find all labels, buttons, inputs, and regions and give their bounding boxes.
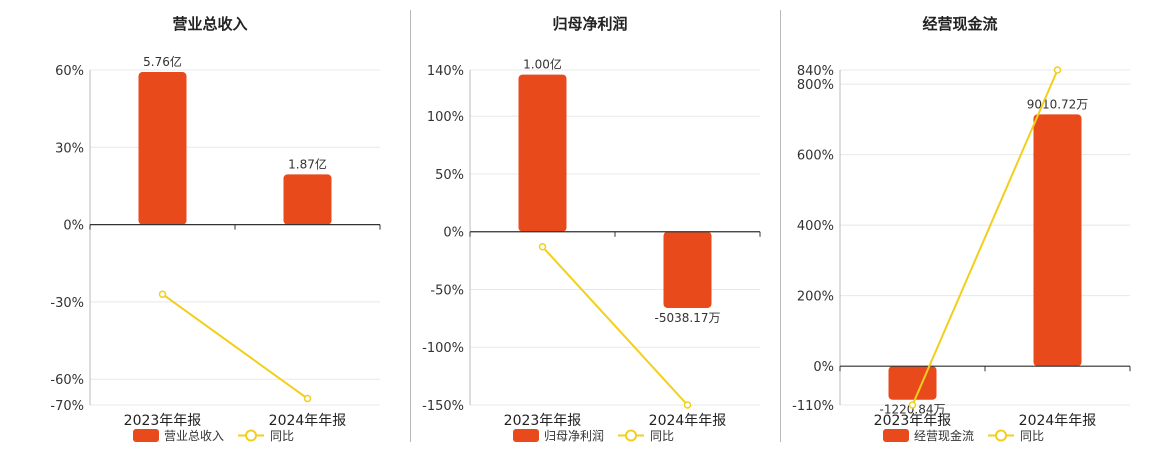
legend-line-marker [995,429,1007,442]
yoy-point [158,290,167,298]
x-tick-label: 2023年年报 [124,413,202,429]
bar-data-label: -1220.84万 [880,403,946,417]
yoy-point [538,242,547,251]
bar-data-label: 1.00亿 [523,57,562,72]
y-tick-label: -50% [430,283,464,298]
bar [138,72,187,225]
chart-panel-1: 营业总收入 60% 30% 0% -30% -60% -70% 5.76亿 1.87亿 2023年… [20,0,400,450]
legend-line-marker [245,429,257,442]
chart-panel-2: 归母净利润 140% 100% 50% 0% -50% -100% -150% 1.00亿 -50… [400,0,780,450]
y-tick-label: 60% [55,64,84,79]
chart-title: 经营现金流 [922,15,997,33]
y-tick-label: -150% [422,399,464,414]
bar-data-label: -5038.17万 [655,311,721,325]
yoy-point [303,394,312,403]
chart-svg-3: 经营现金流 840%800% 600% 400% 200% 0% -110% -1220.84… [792,15,1131,443]
chart-panel-3: 经营现金流 840% 800% 600% 400% 200% 0% -110% -1220.84… [770,0,1150,450]
yoy-line [541,246,689,406]
y-tick-label: 200% [797,290,834,305]
y-tick-label: -100% [422,341,464,356]
y-tick-label: -30% [50,296,84,311]
x-tick-label: 2024年年报 [1019,413,1097,429]
yoy-point [683,401,692,409]
y-tick-label: 800% [797,78,834,93]
y-tick-label: 840% [797,64,834,79]
chart-svg-2: 归母净利润 140% 100% 50% 0% -50% -100% -150% 1.00亿 -50… [422,15,761,443]
legend-bar-label: 归母净利润 [544,429,604,443]
legend-bar-swatch [883,429,909,442]
y-tick-label: 0% [813,360,834,375]
yoy-point [908,401,917,409]
legend-bar-swatch [133,429,159,442]
y-tick-label: 140% [427,64,464,79]
legend-bar-swatch [513,429,539,442]
y-tick-label: 400% [797,219,834,234]
legend-line-label: 同比 [650,429,674,443]
x-tick-label: 2023年年报 [874,413,952,429]
y-tick-label: 100% [427,110,464,125]
y-tick-label: 0% [63,219,84,234]
x-tick-label: 2023年年报 [504,413,582,429]
y-tick-label: -60% [50,373,84,388]
chart-svg-1: 营业总收入 60% 30% 0% -30% -60% -70% 5.76亿 1.87亿 2023年… [50,15,381,443]
y-tick-label: 0% [443,226,464,241]
bar [663,231,712,308]
bar [1033,114,1082,367]
y-tick-label: -70% [50,399,84,414]
bar-data-label: 5.76亿 [143,54,182,69]
chart-title: 归母净利润 [552,15,627,33]
y-tick-label: 600% [797,149,834,164]
legend-line-label: 同比 [270,429,294,443]
yoy-line [911,69,1059,406]
x-tick-label: 2024年年报 [649,413,727,429]
yoy-line [161,293,309,400]
bar [888,366,937,400]
x-tick-label: 2024年年报 [269,413,347,429]
chart-title: 营业总收入 [172,15,247,33]
legend-bar-label: 经营现金流 [914,428,974,443]
panel-divider-2 [780,10,781,442]
bar [283,174,332,225]
legend-line-marker [625,429,637,442]
panel-divider-1 [410,10,411,442]
legend-line-label: 同比 [1020,429,1044,443]
y-tick-label: 50% [435,168,464,183]
bar-data-label: 1.87亿 [288,156,327,171]
y-tick-label: -110% [792,399,834,414]
bar-data-label: 9010.72万 [1027,97,1089,111]
y-tick-label: 30% [55,141,84,156]
legend-bar-label: 营业总收入 [164,429,224,443]
yoy-point [1053,66,1062,74]
bar [518,74,567,232]
